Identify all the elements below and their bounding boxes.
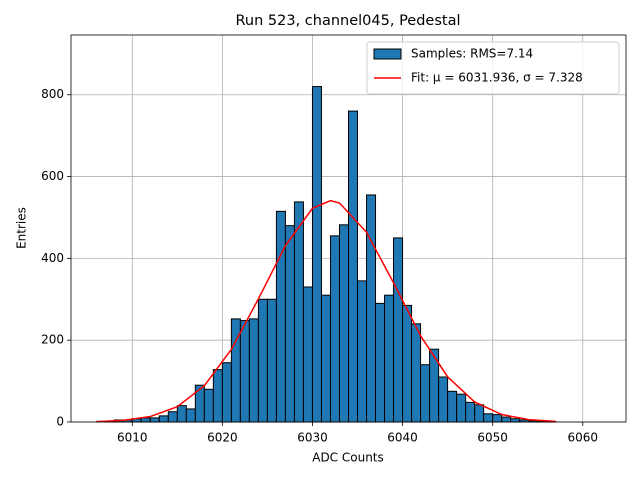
bar: [266, 298, 277, 423]
y-tick-label: 400: [41, 251, 64, 265]
bar: [411, 323, 422, 423]
bar: [474, 404, 485, 423]
bar: [402, 304, 413, 423]
y-axis-label: Entries: [15, 207, 29, 249]
bar: [329, 235, 340, 423]
bar: [311, 86, 322, 423]
y-tick-label: 200: [41, 333, 64, 347]
bar: [348, 110, 359, 423]
x-axis-label: ADC Counts: [312, 451, 384, 465]
bar: [456, 393, 467, 423]
legend-label: Fit: μ = 6031.936, σ = 7.328: [411, 71, 583, 85]
bar: [438, 376, 449, 423]
bar: [203, 388, 214, 423]
legend-swatch: [373, 48, 402, 60]
y-tick-label: 0: [56, 415, 64, 429]
bar: [221, 362, 232, 423]
bar: [212, 369, 223, 423]
x-tick-label: 6050: [477, 431, 508, 445]
bar: [275, 210, 286, 423]
bar: [320, 294, 331, 423]
y-tick-label: 600: [41, 169, 64, 183]
bar: [302, 286, 313, 423]
bar: [483, 413, 494, 423]
plot-frame: [70, 34, 627, 423]
y-tick-label: 800: [41, 87, 64, 101]
legend-label: Samples: RMS=7.14: [411, 47, 533, 61]
bar: [140, 417, 151, 423]
x-tick-label: 6040: [387, 431, 418, 445]
bar: [176, 405, 187, 423]
x-tick-label: 6030: [297, 431, 328, 445]
fit-line: [96, 199, 556, 423]
bar: [158, 415, 169, 423]
bar: [167, 411, 178, 423]
legend: Samples: RMS=7.14 Fit: μ = 6031.936, σ = …: [366, 41, 620, 95]
bar: [257, 298, 268, 423]
bar: [510, 418, 521, 423]
x-tick-label: 6060: [567, 431, 598, 445]
bar: [492, 414, 503, 423]
bar: [375, 302, 386, 423]
bar: [465, 401, 476, 423]
x-tick-label: 6010: [117, 431, 148, 445]
bar: [393, 237, 404, 423]
bar: [384, 294, 395, 423]
legend-box: [366, 41, 620, 95]
bar: [239, 320, 250, 423]
bar: [194, 384, 205, 423]
bar: [366, 194, 377, 423]
bar: [149, 417, 160, 423]
bar: [248, 318, 259, 423]
bar: [293, 201, 304, 423]
chart-title: Run 523, channel045, Pedestal: [235, 13, 460, 29]
bar: [447, 390, 458, 423]
bar: [338, 224, 350, 423]
bar: [420, 364, 431, 423]
bar: [501, 416, 512, 423]
bar: [284, 225, 295, 423]
bar: [185, 408, 196, 423]
bar: [357, 280, 368, 423]
x-tick-label: 6020: [207, 431, 238, 445]
